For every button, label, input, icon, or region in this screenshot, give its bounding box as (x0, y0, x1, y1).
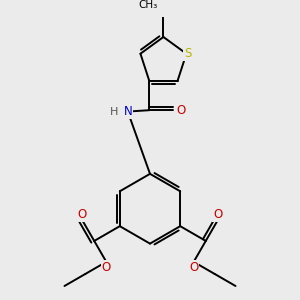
Text: O: O (102, 261, 111, 274)
Text: S: S (184, 47, 191, 60)
Text: O: O (213, 208, 223, 221)
Text: N: N (123, 105, 132, 118)
Text: CH₃: CH₃ (139, 0, 158, 10)
Text: O: O (77, 208, 87, 221)
Text: O: O (177, 104, 186, 117)
Text: O: O (189, 261, 198, 274)
Text: H: H (110, 106, 118, 117)
